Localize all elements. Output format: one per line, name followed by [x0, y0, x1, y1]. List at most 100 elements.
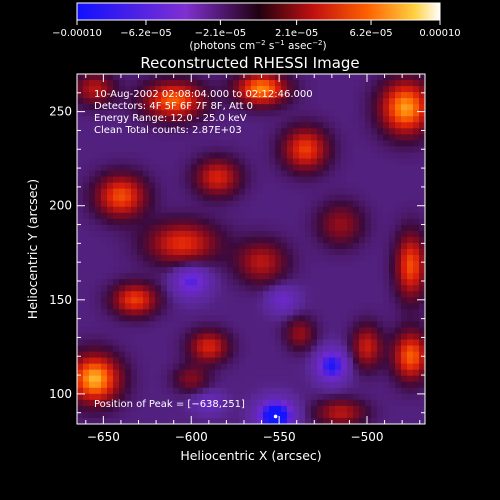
heatmap-cell [287, 309, 294, 316]
heatmap-cell [293, 200, 300, 208]
heatmap-cell [335, 249, 342, 256]
heatmap-cell [275, 242, 282, 250]
heatmap-cell [137, 345, 144, 353]
heatmap-cell [275, 86, 282, 93]
heatmap-cell [335, 152, 342, 160]
heatmap-cell [155, 387, 162, 395]
heatmap-cell [95, 369, 102, 377]
heatmap-cell [389, 80, 396, 87]
heatmap-cell [329, 116, 336, 123]
heatmap-cell [197, 80, 204, 87]
heatmap-cell [131, 333, 138, 341]
heatmap-cell [203, 339, 210, 347]
heatmap-cell [413, 315, 420, 323]
heatmap-cell [83, 140, 90, 148]
heatmap-cell [365, 345, 372, 353]
heatmap-cell [125, 405, 132, 413]
heatmap-cell [413, 387, 420, 395]
heatmap-cell [221, 200, 228, 208]
heatmap-cell [269, 333, 276, 341]
heatmap-cell [131, 363, 138, 371]
heatmap-cell [77, 297, 84, 304]
plot-frame [76, 73, 426, 425]
heatmap-cell [323, 345, 330, 353]
heatmap-cell [251, 345, 258, 353]
heatmap-cell [287, 393, 294, 401]
heatmap-cell [83, 146, 90, 154]
heatmap-cell [287, 255, 294, 262]
heatmap-cell [317, 176, 324, 184]
heatmap-cell [119, 273, 126, 280]
heatmap-cell [155, 116, 162, 123]
heatmap-cell [191, 230, 198, 238]
heatmap-cell [113, 242, 120, 250]
heatmap-cell [347, 146, 354, 154]
heatmap-cell [371, 375, 378, 383]
heatmap-cell [389, 212, 396, 220]
heatmap-cell [365, 218, 372, 226]
heatmap-cell [383, 86, 390, 93]
heatmap-cell [281, 212, 288, 220]
heatmap-cell [287, 188, 294, 196]
heatmap-cell [137, 393, 144, 401]
heatmap-cell [119, 200, 126, 208]
heatmap-cell [185, 170, 192, 178]
heatmap-cell [215, 152, 222, 160]
heatmap-cell [341, 92, 348, 99]
heatmap-cell [371, 92, 378, 99]
heatmap-cell [275, 417, 282, 424]
heatmap-cell [167, 327, 174, 335]
heatmap-cell [161, 98, 168, 105]
heatmap-cell [155, 224, 162, 232]
heatmap-cell [419, 98, 425, 105]
heatmap-cell [149, 200, 156, 208]
heatmap-cell [341, 152, 348, 160]
heatmap-cell [263, 158, 270, 166]
heatmap-cell [227, 230, 234, 238]
heatmap-cell [371, 255, 378, 262]
heatmap-cell [239, 297, 246, 304]
heatmap-cell [143, 381, 150, 389]
heatmap-cell [323, 236, 330, 244]
heatmap-cell [413, 291, 420, 298]
heatmap-cell [77, 375, 84, 383]
heatmap-cell [389, 261, 396, 268]
heatmap-cell [227, 104, 234, 111]
heatmap-cell [227, 399, 234, 407]
heatmap-cell [311, 236, 318, 244]
heatmap-cell [107, 206, 114, 214]
heatmap-cell [95, 140, 102, 148]
heatmap-cell [275, 140, 282, 148]
heatmap-cell [335, 411, 342, 419]
heatmap-cell [101, 321, 108, 329]
x-axis-label: Heliocentric X (arcsec) [180, 448, 321, 463]
heatmap-cell [143, 134, 150, 141]
heatmap-cell [155, 405, 162, 413]
heatmap-cell [317, 351, 324, 359]
heatmap-cell [209, 297, 216, 304]
heatmap-cell [383, 218, 390, 226]
heatmap-cell [389, 230, 396, 238]
heatmap-cell [119, 405, 126, 413]
heatmap-cell [143, 369, 150, 377]
heatmap-cell [263, 230, 270, 238]
heatmap-cell [305, 417, 312, 424]
heatmap-cell [89, 194, 96, 202]
heatmap-cell [287, 333, 294, 341]
heatmap-cell [407, 236, 414, 244]
heatmap-cell [161, 417, 168, 424]
heatmap-cell [347, 417, 354, 424]
heatmap-cell [383, 176, 390, 184]
heatmap-cell [347, 224, 354, 232]
heatmap-cell [341, 104, 348, 111]
heatmap-cell [311, 98, 318, 105]
heatmap-cell [347, 122, 354, 129]
heatmap-cell [179, 140, 186, 148]
heatmap-cell [311, 110, 318, 117]
heatmap-cell [233, 128, 240, 135]
heatmap-cell [191, 104, 198, 111]
heatmap-cell [95, 333, 102, 341]
heatmap-cell [281, 170, 288, 178]
heatmap-cell [155, 158, 162, 166]
heatmap-cell [311, 92, 318, 99]
